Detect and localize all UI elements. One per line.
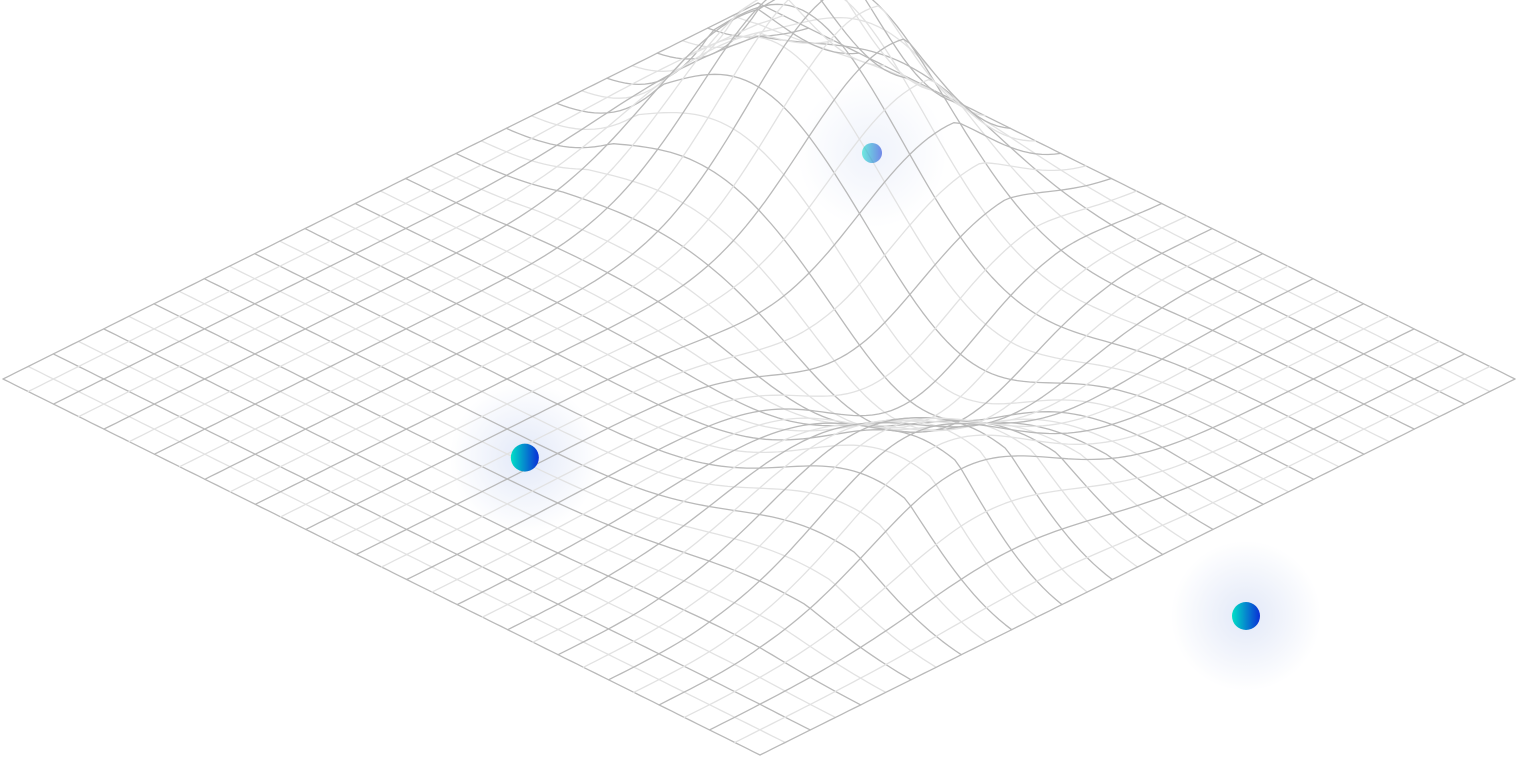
grid-line-v: [683, 340, 1440, 719]
grid-line-v: [406, 202, 1163, 581]
grid-line-v: [431, 215, 1188, 593]
orb-left: [510, 443, 539, 472]
grid-line-v: [279, 79, 1037, 518]
grid-line-v: [456, 227, 1213, 606]
grid-line-v: [52, 27, 810, 405]
grid-line-v: [633, 315, 1390, 693]
grid-line-v: [229, 5, 986, 493]
grid-line-v: [759, 378, 1516, 756]
grid-line-v: [582, 290, 1340, 668]
grid-line-v: [355, 177, 1112, 556]
orbs: [510, 142, 1260, 630]
grid-line-v: [254, 38, 1011, 505]
orb-right: [1232, 602, 1260, 630]
grid-line-v: [204, 0, 961, 480]
grid-line-v: [2, 2, 759, 380]
grid-line-v: [507, 253, 1264, 631]
grid-line-v: [607, 303, 1365, 681]
grid-line-v: [305, 122, 1062, 531]
grid-line-v: [330, 162, 1087, 543]
grid-line-v: [153, 0, 911, 455]
orb-top: [862, 142, 883, 163]
grid-line-v: [103, 8, 860, 430]
grid-line-v: [708, 353, 1466, 731]
grid-line-v: [178, 0, 936, 468]
grid-line-v: [734, 365, 1491, 744]
grid-line-v: [658, 328, 1415, 706]
grid-line-v: [380, 190, 1138, 568]
grid-line-v: [27, 14, 784, 393]
grid-line-v: [532, 265, 1289, 643]
grid-line-v: [78, 31, 835, 418]
grid-line-v: [128, 0, 885, 443]
